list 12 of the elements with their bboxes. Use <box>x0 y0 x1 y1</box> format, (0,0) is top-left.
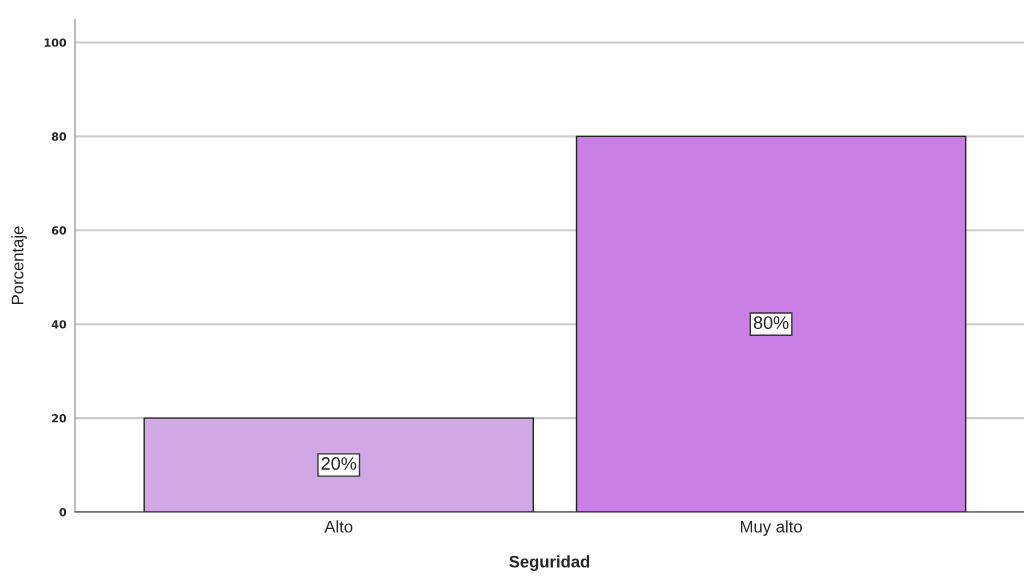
x-axis-title: Seguridad <box>509 555 590 571</box>
y-tick-label: 100 <box>44 38 67 47</box>
x-tick-label: Alto <box>324 520 353 533</box>
y-tick-label: 20 <box>52 414 67 423</box>
y-tick-label: 60 <box>51 226 67 235</box>
y-tick-label: 0 <box>59 507 67 517</box>
data-label: 20% <box>321 457 357 470</box>
y-tick-label: 40 <box>51 320 67 329</box>
x-tick-label: Muy alto <box>740 520 802 536</box>
y-axis-title: Porcentaje <box>11 226 27 304</box>
y-tick-label: 80 <box>51 132 67 141</box>
data-label: 80% <box>753 316 789 330</box>
